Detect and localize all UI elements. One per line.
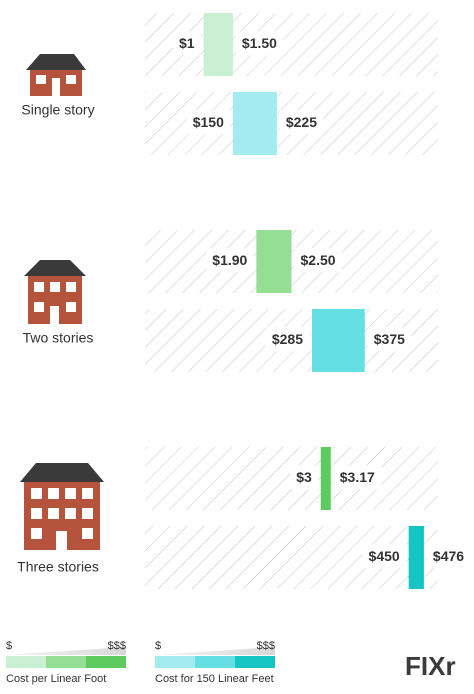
value-label: $2.50	[301, 252, 336, 268]
label-background	[173, 31, 201, 56]
legend-low: $	[155, 640, 161, 652]
label-background	[206, 248, 254, 273]
value-label: $3	[296, 469, 312, 485]
label-background	[235, 31, 284, 56]
category-label: Two stories	[23, 330, 94, 346]
legend-label: Cost for 150 Linear Feet	[155, 673, 274, 685]
category-label: Single story	[21, 102, 94, 118]
legend-high: $$$	[257, 640, 275, 652]
house-icon-single	[26, 54, 86, 96]
label-background	[279, 110, 324, 135]
value-label: $375	[374, 331, 405, 347]
brand-logo: FIXr	[405, 651, 456, 681]
legend-wedge	[155, 647, 275, 655]
label-background	[186, 110, 231, 135]
house-icon-two	[24, 260, 86, 324]
range-bar	[312, 309, 365, 372]
value-label: $150	[193, 114, 224, 130]
legend-swatch	[86, 656, 126, 668]
legend-low: $	[6, 640, 12, 652]
legend-swatch	[6, 656, 46, 668]
legend-high: $$$	[108, 640, 126, 652]
label-background	[290, 465, 319, 490]
range-bar	[203, 13, 233, 76]
value-label: $3.17	[340, 469, 375, 485]
value-label: $225	[286, 114, 317, 130]
range-bar	[232, 92, 277, 155]
label-background	[294, 248, 342, 273]
value-label: $450	[369, 548, 400, 564]
value-label: $1.50	[242, 35, 277, 51]
label-background	[426, 544, 471, 569]
range-bar	[320, 447, 331, 510]
range-bar	[256, 230, 292, 293]
value-label: $285	[272, 331, 303, 347]
legend-swatch	[195, 656, 235, 668]
range-bar	[408, 526, 424, 589]
legend-swatch	[235, 656, 275, 668]
value-label: $476	[433, 548, 464, 564]
label-background	[265, 327, 310, 352]
legend-label: Cost per Linear Foot	[6, 673, 106, 685]
legend-swatch	[155, 656, 195, 668]
value-label: $1	[179, 35, 195, 51]
label-background	[333, 465, 382, 490]
legend-swatch	[46, 656, 86, 668]
legend-wedge	[6, 647, 126, 655]
label-background	[367, 327, 412, 352]
house-icon-three	[20, 463, 104, 550]
label-background	[362, 544, 406, 569]
category-label: Three stories	[17, 559, 99, 575]
value-label: $1.90	[212, 252, 247, 268]
